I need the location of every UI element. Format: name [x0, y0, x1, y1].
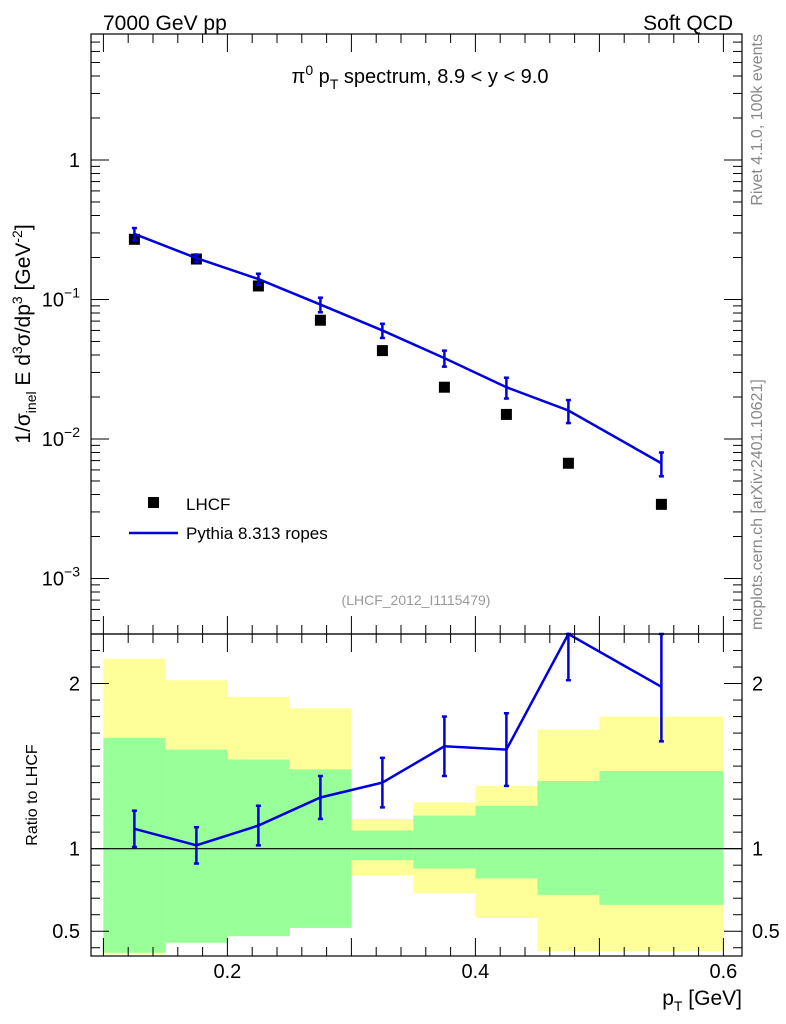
data-point-lhcf — [500, 408, 512, 420]
ratio-ytick-label-right: 0.5 — [752, 921, 780, 943]
main-title: π0 pT spectrum, 8.9 < y < 9.0 — [292, 62, 549, 92]
legend-marker-lhcf — [148, 497, 159, 508]
ratio-band-inner — [413, 815, 476, 869]
ratio-xlabel: pT [GeV] — [662, 987, 742, 1014]
data-point-lhcf — [376, 345, 388, 357]
main-ylabel: 1/σinel E d3σ/dp3 [GeV-2] — [9, 224, 39, 443]
ratio-band-inner — [351, 830, 414, 861]
data-point-lhcf — [655, 498, 667, 510]
ratio-ytick-label-right: 2 — [752, 674, 763, 696]
ratio-band-inner — [537, 780, 600, 895]
legend-label-lhcf: LHCF — [186, 495, 230, 514]
legend-label-pythia: Pythia 8.313 ropes — [186, 524, 328, 543]
ratio-ytick-label: 2 — [69, 674, 80, 696]
main-ytick-label: 10−2 — [42, 424, 80, 451]
mc-line-pythia — [133, 232, 663, 465]
ratio-ytick-label-right: 1 — [752, 839, 763, 861]
main-ytick-label: 10−3 — [42, 563, 80, 590]
ratio-xtick-label: 0.4 — [461, 961, 489, 983]
ratio-ylabel: Ratio to LHCF — [24, 744, 41, 846]
ratio-band-inner — [227, 759, 290, 937]
data-point-lhcf — [562, 457, 574, 469]
main-frame — [90, 33, 743, 635]
main-ytick-label: 1 — [69, 150, 80, 172]
analysis-id: (LHCF_2012_I1115479) — [342, 592, 491, 608]
ratio-ytick-label: 0.5 — [52, 921, 80, 943]
ratio-band-inner — [475, 805, 538, 879]
legend: LHCF Pythia 8.313 ropes — [129, 495, 328, 543]
mcplots-label: mcplots.cern.ch [arXiv:2401.10621] — [749, 379, 766, 630]
ratio-band-inner — [599, 771, 724, 905]
main-panel: 1 10−1 10−2 10−3 π0 pT spectrum, 8.9 < y < … — [9, 33, 743, 635]
main-ytick-label: 10−1 — [42, 284, 80, 311]
data-point-lhcf — [314, 314, 326, 326]
header-right: Soft QCD — [643, 12, 733, 35]
ratio-xtick-label: 0.2 — [213, 961, 241, 983]
ratio-xtick-label: 0.6 — [709, 961, 737, 983]
header-left: 7000 GeV pp — [103, 12, 227, 35]
data-point-lhcf — [438, 381, 450, 393]
ratio-frame — [90, 633, 743, 957]
ratio-ytick-label: 1 — [69, 839, 80, 861]
ratio-panel: 0.5 0.5 1 1 2 2 0.2 0.4 0.6 Ratio to LHCF pT [Ge… — [24, 632, 780, 1014]
rivet-label: Rivet 4.1.0, 100k events — [749, 34, 766, 206]
